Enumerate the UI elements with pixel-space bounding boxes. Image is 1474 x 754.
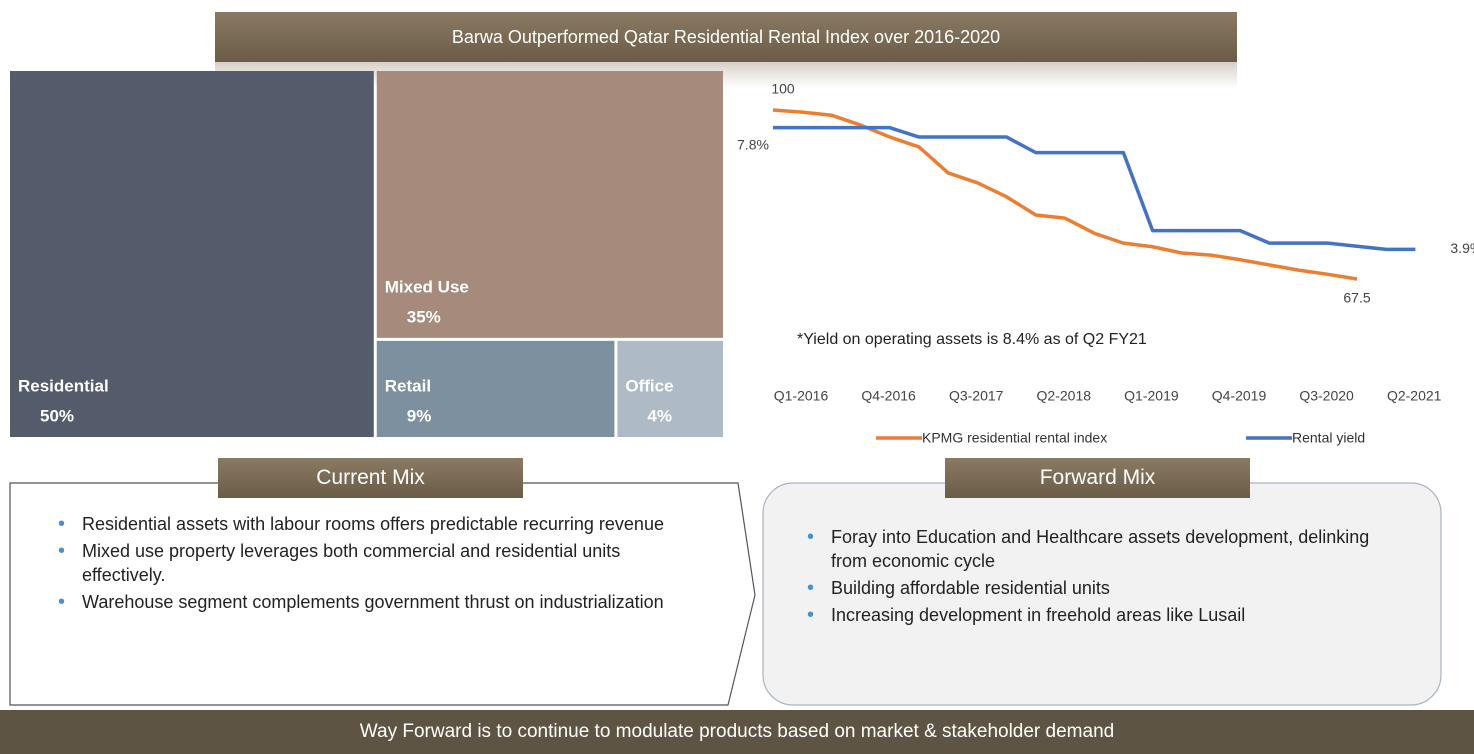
current-mix-title: Current Mix <box>316 466 425 489</box>
series-line <box>773 125 1416 252</box>
footer-banner: Way Forward is to continue to modulate p… <box>0 710 1474 754</box>
data-label: 67.5 <box>1343 290 1370 306</box>
x-tick-label: Q3-2020 <box>1299 388 1354 404</box>
current-mix-box: Residential assets with labour rooms off… <box>54 512 704 617</box>
treemap: Residential 50% Mixed Use 35% Retail 9% Office… <box>10 71 723 437</box>
data-label: 3.9% <box>1450 240 1474 256</box>
bullet: Mixed use property leverages both commer… <box>54 539 704 587</box>
cell-value: 50% <box>40 406 74 425</box>
bullet: Increasing development in freehold areas… <box>803 603 1403 627</box>
series-line <box>772 108 1358 281</box>
line-chart: Q1-2016 Q4-2016 Q3-2017 Q2-2018 Q1-2019 Q4-20… <box>737 81 1474 446</box>
cell-label: Office <box>625 376 673 395</box>
forward-mix-list: Foray into Education and Healthcare asse… <box>803 525 1403 627</box>
current-mix-list: Residential assets with labour rooms off… <box>54 512 704 614</box>
title-banner: Barwa Outperformed Qatar Residential Ren… <box>215 12 1237 62</box>
cell-value: 35% <box>407 307 441 326</box>
x-tick-label: Q1-2019 <box>1124 388 1179 404</box>
cell-label: Retail <box>385 376 431 395</box>
cell-value: 4% <box>647 406 672 425</box>
treemap-cell <box>376 71 723 338</box>
forward-mix-tab: Forward Mix <box>945 458 1250 498</box>
cell-label: Residential <box>18 376 109 395</box>
x-tick-label: Q2-2021 <box>1387 388 1442 404</box>
x-tick-label: Q4-2016 <box>861 388 916 404</box>
treemap-cell <box>376 340 615 437</box>
bullet: Foray into Education and Healthcare asse… <box>803 525 1403 573</box>
cell-label: Mixed Use <box>385 277 469 296</box>
data-label: 7.8% <box>737 136 769 152</box>
data-label: 100 <box>771 81 795 97</box>
x-tick-label: Q2-2018 <box>1037 388 1092 404</box>
bullet: Warehouse segment complements government… <box>54 590 704 614</box>
forward-mix-box: Foray into Education and Healthcare asse… <box>803 525 1403 630</box>
bullet: Building affordable residential units <box>803 576 1403 600</box>
x-tick-label: Q1-2016 <box>774 388 829 404</box>
current-mix-tab: Current Mix <box>218 458 523 498</box>
legend-label: KPMG residential rental index <box>922 430 1107 446</box>
cell-value: 9% <box>407 406 432 425</box>
x-tick-label: Q3-2017 <box>949 388 1004 404</box>
x-tick-label: Q4-2019 <box>1212 388 1267 404</box>
treemap-cell <box>10 71 374 437</box>
chart-note: *Yield on operating assets is 8.4% as of… <box>797 331 1147 348</box>
legend-label: Rental yield <box>1292 430 1365 446</box>
bullet: Residential assets with labour rooms off… <box>54 512 704 536</box>
title: Barwa Outperformed Qatar Residential Ren… <box>451 26 1001 47</box>
treemap-cell <box>617 340 723 437</box>
footer: Way Forward is to continue to modulate p… <box>359 721 1115 742</box>
forward-mix-title: Forward Mix <box>1039 466 1156 489</box>
